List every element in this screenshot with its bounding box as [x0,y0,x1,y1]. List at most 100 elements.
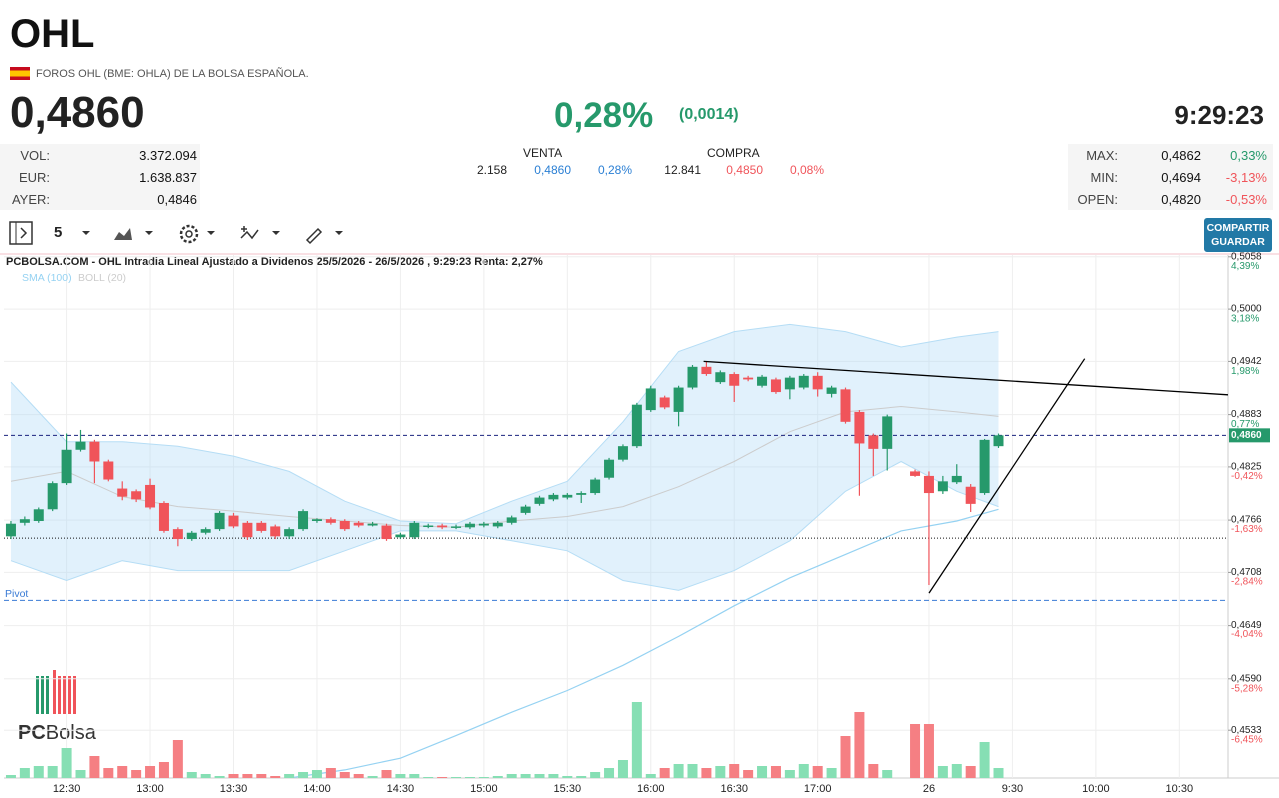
svg-text:PCBolsa: PCBolsa [18,722,97,744]
button-text[interactable]: COMPARTIR [1206,222,1270,234]
panel-toggle[interactable] [9,221,33,245]
y2-tick-label: 4,39% [1231,261,1259,272]
x-tick-label: 14:30 [387,783,415,795]
y2-tick-label: -4,04% [1231,629,1263,640]
buy-pct: 0,08% [789,163,824,177]
candle-body [506,517,517,523]
candle-body [729,374,740,386]
volume-bar [339,772,350,778]
sma-line [289,508,999,778]
volume-bar [464,777,475,778]
volume-bar [437,777,448,778]
boll-upper [10,323,999,525]
candle-body [784,377,795,390]
volume-bar [5,775,16,778]
candle-body [812,375,823,390]
candle-body [478,523,489,526]
volume-bar [311,770,322,778]
volume-bar [298,772,309,778]
candle-body [89,441,100,462]
candle-body [311,519,322,522]
volume-bar [381,770,392,778]
candle-body [451,526,462,528]
sell-shares: 2.158 [476,163,507,177]
volume-bar [409,774,420,778]
y2-tick-label: 0,77% [1231,419,1259,430]
trend-line [703,360,1228,396]
stat-label: VOL: [20,148,50,163]
sell-pct: 0,28% [597,163,632,177]
candle-body [200,529,211,533]
candle-body [437,525,448,528]
candle-body [673,387,684,412]
draw-tool[interactable] [305,227,343,245]
y-tick-label: 0,4942 [1231,356,1262,367]
candle-body [840,389,851,422]
volume-bar [631,702,642,778]
volume-bar [186,772,197,778]
volume-bar [228,774,239,778]
logo-text: PC [18,722,46,744]
stat-label: EUR: [18,170,50,185]
stat-value: 3.372.094 [139,148,197,163]
volume-bar [604,768,615,778]
volume-bar [965,766,976,778]
candle-body [631,404,642,447]
candle-body [617,446,628,460]
volume-bar [172,740,183,778]
buy-title: COMPRA [707,146,760,160]
x-tick-label: 10:00 [1082,783,1110,795]
volume-bar [131,770,142,778]
volume-bar [506,774,517,778]
stat-value: 0,4694 [1161,170,1201,185]
candle-body [604,459,615,478]
volume-bar [701,768,712,778]
price-tag-label: 0,4860 [1231,430,1262,441]
volume-bar [423,777,434,778]
candle-body [270,526,281,537]
y-tick-label: 0,4708 [1231,567,1262,578]
candle-body [492,522,503,527]
legend-label: BOLL (20) [78,272,126,284]
candle-body [298,511,309,530]
logo-text: Bolsa [46,722,97,744]
candle-body [367,523,378,526]
indicators[interactable] [240,226,280,240]
volume-bar [715,766,726,778]
stat-value: 0,4820 [1161,192,1201,207]
candle-body [131,491,142,500]
candle-body [576,493,587,495]
candle-body [659,397,670,408]
volume-bar [923,724,934,778]
volume-bar [89,756,100,778]
button-text[interactable]: GUARDAR [1211,236,1265,248]
volume-bar [145,766,156,778]
volume-bar [993,768,1004,778]
interval[interactable]: 5 [54,224,62,241]
buy-price: 0,4850 [726,163,763,177]
y-tick-label: 0,5058 [1231,251,1262,262]
volume-bar [979,742,990,778]
share-button[interactable]: COMPARTIR GUARDAR [1204,218,1272,252]
y-tick-label: 0,4766 [1231,515,1262,526]
candle-body [770,379,781,393]
stats-right: MAX: 0,4862 0,33% MIN: 0,4694 -3,13% OPE… [1068,144,1273,210]
volume-bar [256,774,267,778]
y-tick-label: 0,4883 [1231,409,1262,420]
volume-bar [617,760,628,778]
price: 0,4860 [10,88,145,137]
candle-body [757,376,768,386]
subtitle: FOROS OHL (BME: OHLA) DE LA BOLSA ESPAÑO… [36,68,309,80]
chart-type[interactable] [114,228,153,240]
volume-bar [284,774,295,778]
settings[interactable] [179,224,215,244]
volume-bar [687,764,698,778]
trend-line [928,358,1086,594]
candle-body [548,494,559,500]
candle-body [687,366,698,388]
volume-bar [882,770,893,778]
candle-body [798,375,809,388]
candle-body [534,497,545,504]
candle-body [325,519,336,523]
volume-bar [590,772,601,778]
